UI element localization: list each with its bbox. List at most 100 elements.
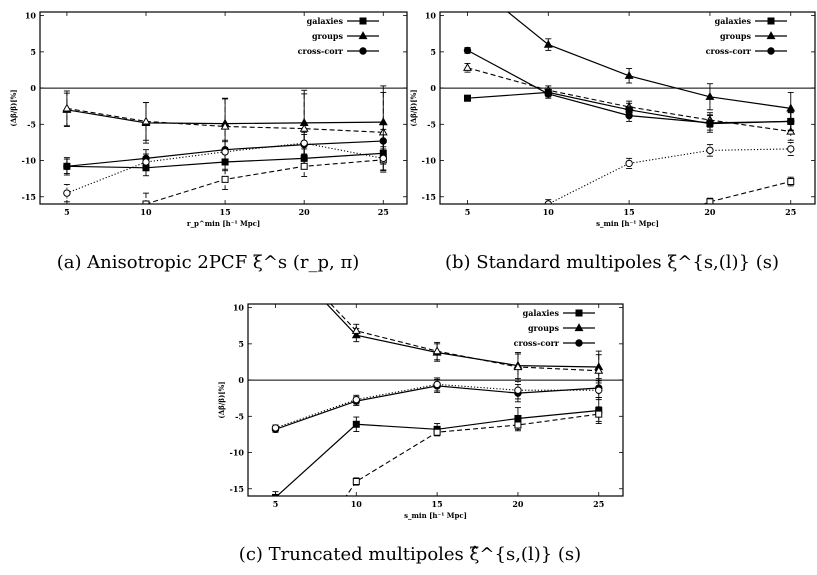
panel-c-series-galaxies-point <box>352 420 360 428</box>
panel-b-series-cross-corr-point <box>787 145 795 153</box>
panel-a-xtick-label: 5 <box>64 207 70 217</box>
panel-c-series-cross-corr-point <box>514 386 522 394</box>
panel-c-series-groups-point <box>594 365 604 374</box>
panel-b-series-cross-corr-point <box>706 146 714 155</box>
panel-c-legend-label: cross-corr <box>514 338 560 348</box>
panel-a-series-groups-dashed-line <box>66 107 384 133</box>
panel-a-series-cross-corr-point <box>300 139 308 147</box>
panel-a-ytick-label: 0 <box>30 83 36 93</box>
panel-a-legend-label: groups <box>312 31 344 41</box>
panel-a-legend-marker <box>359 17 367 25</box>
panel-b-series-galaxies-point <box>626 230 632 236</box>
panel-c-series-cross-corr-point <box>352 395 360 404</box>
panel-b-ylabel: (Δβ/β)[%] <box>409 89 418 126</box>
panel-c-legend-label: galaxies <box>523 308 560 318</box>
panel-b-series-cross-corr-point <box>463 46 472 55</box>
panel-c-legend-marker <box>575 339 583 347</box>
panel-b-series-cross-corr-point <box>787 117 795 126</box>
panel-c-series-cross-corr-point <box>271 424 280 432</box>
panel-b-series-galaxies-point <box>787 178 795 186</box>
panel-b-ytick-label: -10 <box>422 156 437 166</box>
panel-b-ytick-label: -5 <box>427 119 436 129</box>
panel-b-series-cross-corr-point <box>544 90 552 98</box>
panel-b-legend-label: groups <box>720 31 752 41</box>
panel-a-ytick-label: -10 <box>22 156 37 166</box>
panel-b-series-galaxies-point <box>463 94 471 102</box>
panel-c-xtick-label: 20 <box>512 499 524 509</box>
panel-b-ytick-label: 10 <box>425 11 437 21</box>
panel-c-plot-frame <box>247 303 624 497</box>
panel-c-series-galaxies-point <box>595 410 603 418</box>
panel-c-chart: -15 -10 -5 0 5 10 5 10 15 20 25 galaxies groups cross… <box>217 303 624 520</box>
panel-a-ylabel: (Δβ/β)[%] <box>9 89 18 126</box>
panel-b-legend-marker <box>766 31 776 40</box>
panel-b-ytick-label: 0 <box>430 83 436 93</box>
panel-c-ylabel: (Δβ/β)[%] <box>217 381 226 418</box>
panel-a-series-cross-corr-point <box>379 154 387 163</box>
panel-b-caption: (b) Standard multipoles ξ^{s,(l)} (s) <box>445 252 779 273</box>
panel-c-series-groups-point <box>513 362 523 371</box>
panel-b-xtick-label: 25 <box>785 207 796 217</box>
panel-a-plot-frame <box>39 11 408 205</box>
panel-c-ytick-label: -10 <box>230 448 245 458</box>
panel-c-series-groups-point <box>351 325 361 334</box>
panel-a-series-groups-point <box>220 121 230 130</box>
panel-b-xtick-label: 20 <box>704 207 716 217</box>
panel-c-xtick-label: 25 <box>593 499 604 509</box>
panel-a-legend-marker <box>358 31 368 40</box>
panel-a-legend-marker <box>359 47 367 55</box>
panel-a-series-groups-point <box>62 103 72 112</box>
panel-c-ytick-label: -15 <box>230 484 244 494</box>
panel-a-chart: -15 -10 -5 0 5 10 5 10 15 20 25 galaxies groups cross… <box>9 11 408 228</box>
panel-b-series-groups-point <box>463 62 472 71</box>
panel-c-ytick-label: 5 <box>238 339 244 349</box>
panel-b-xtick-label: 10 <box>543 207 555 217</box>
panel-a-series-group <box>62 85 388 204</box>
panel-a-caption: (a) Anisotropic 2PCF ξ^s (r_p, π) <box>57 252 360 273</box>
panel-b-plot-frame <box>439 11 816 205</box>
panel-b-xtick-label: 15 <box>624 207 635 217</box>
panel-a-series-cross-corr-point <box>142 158 150 166</box>
panel-b-series-cross-corr-point <box>706 119 714 127</box>
panel-c-series-galaxies-point <box>352 478 360 486</box>
panel-a-xtick-label: 10 <box>140 207 152 217</box>
panel-a-ytick-label: -15 <box>22 192 36 202</box>
panel-c-ytick-label: 10 <box>233 303 245 313</box>
panel-a-xtick-label: 25 <box>378 207 389 217</box>
panel-a-xtick-label: 15 <box>220 207 231 217</box>
panel-a-series-galaxies-point <box>300 162 308 170</box>
panel-a-xlabel: r_p^min [h⁻¹ Mpc] <box>187 219 260 228</box>
panel-b-series-group <box>463 12 796 236</box>
panel-b-series-groups-point <box>705 91 715 100</box>
panel-c-series-cross-corr-point <box>433 380 441 389</box>
panel-a-ytick-label: -5 <box>27 119 36 129</box>
panel-a-series-cross-corr-point <box>63 189 71 197</box>
panel-a-series-cross-corr-point <box>221 148 229 156</box>
panel-b-legend-label: galaxies <box>715 16 752 26</box>
panel-a-series-cross-corr-point <box>63 162 71 171</box>
panel-b-series-cross-corr-point <box>625 111 633 120</box>
panel-c-series-group <box>271 304 604 496</box>
panel-c-xtick-label: 10 <box>351 499 363 509</box>
panel-b-series-galaxies-dashed-line <box>702 180 791 204</box>
panel-b-xlabel: s_min [h⁻¹ Mpc] <box>596 219 659 228</box>
panel-b-legend-marker <box>767 17 775 25</box>
panel-c-xtick-label: 5 <box>273 499 279 509</box>
panel-c-ytick-label: 0 <box>238 375 244 385</box>
panel-c-ytick-label: -5 <box>235 411 244 421</box>
panel-a-legend-label: cross-corr <box>298 46 344 56</box>
panel-b-series-cross-corr-point <box>544 200 552 204</box>
panel-c-series-cross-corr-dotted-line <box>275 383 599 429</box>
panel-b-xtick-label: 5 <box>465 207 471 217</box>
panel-a-series-galaxies-point <box>221 175 229 183</box>
panel-a-series-cross-corr-point <box>379 137 387 145</box>
panel-b-series-galaxies-point <box>706 198 714 204</box>
panel-c-legend-label: groups <box>528 323 560 333</box>
panel-b-series-groups-dashed-line <box>467 67 791 133</box>
panel-c-xtick-label: 15 <box>432 499 443 509</box>
panel-b-legend-marker <box>767 47 775 55</box>
panel-c-series-galaxies-point <box>271 493 279 496</box>
panel-c-legend-marker <box>574 323 584 332</box>
panel-a-xtick-label: 20 <box>299 207 311 217</box>
